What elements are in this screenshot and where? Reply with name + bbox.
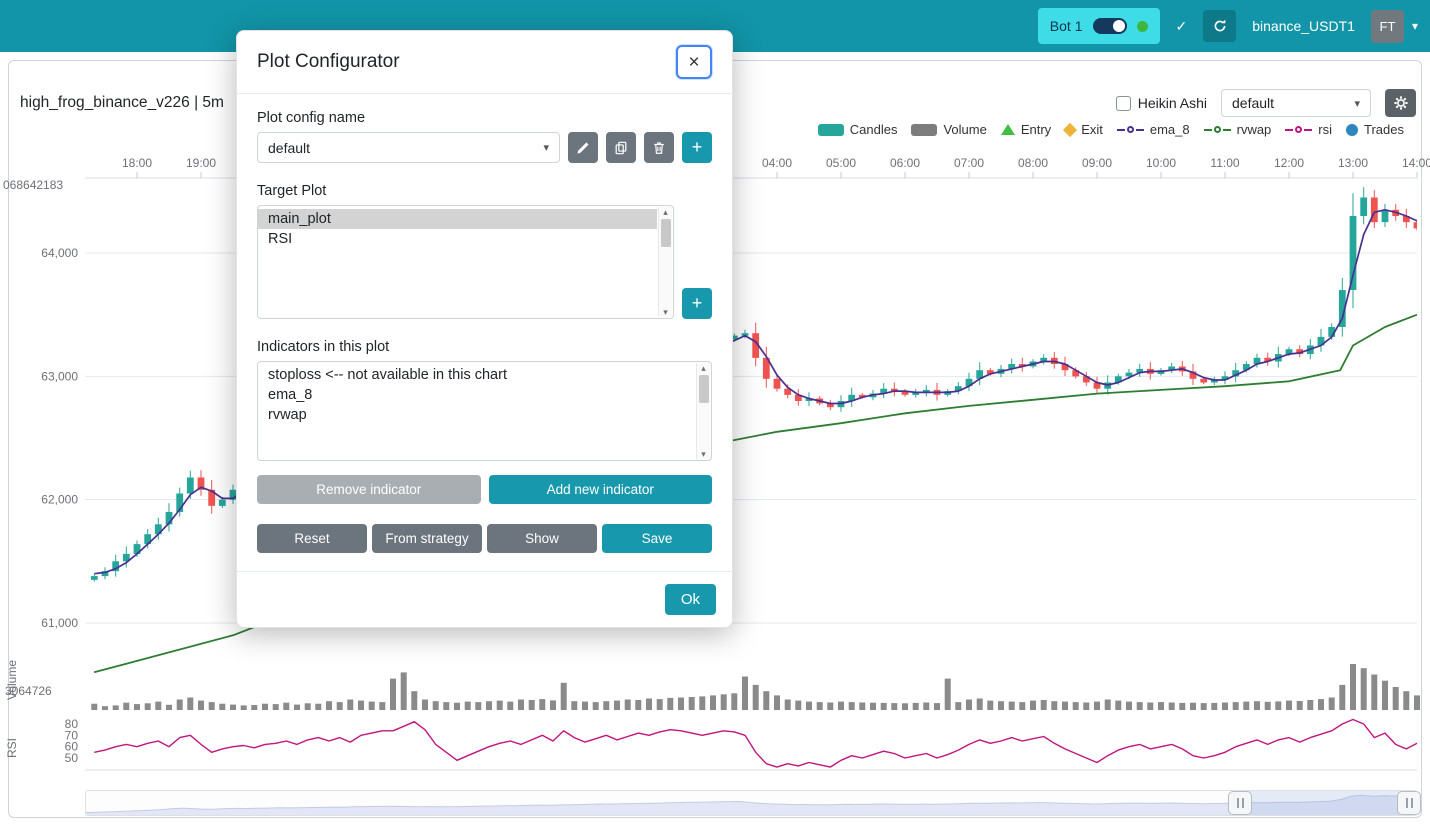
plot-config-name-label: Plot config name <box>257 110 366 126</box>
scroll-down-icon[interactable]: ▾ <box>663 307 668 317</box>
duplicate-config-button[interactable] <box>606 132 636 163</box>
chevron-down-icon: ▾ <box>543 142 549 154</box>
indicator-option-stoploss[interactable]: stoploss <-- not available in this chart <box>268 367 507 383</box>
legend-label: Candles <box>849 122 898 137</box>
legend-item-volume[interactable]: Volume <box>911 122 987 137</box>
rvwap-swatch-icon <box>1203 126 1231 133</box>
legend-label: Volume <box>943 122 987 137</box>
legend-label: Trades <box>1364 122 1404 137</box>
check-icon: ✓ <box>1175 17 1188 34</box>
scroll-up-icon[interactable]: ▴ <box>701 363 706 373</box>
avatar[interactable]: FT <box>1370 9 1404 43</box>
bot-toggle[interactable] <box>1092 18 1127 34</box>
toggle-knob <box>1112 20 1125 32</box>
modal-title: Plot Configurator <box>257 51 400 72</box>
chevron-down-icon[interactable]: ▾ <box>1411 19 1418 33</box>
chart-legend: Candles Volume Entry Exit ema_8 rvwap rsi Trade… <box>817 122 1404 137</box>
bot-name-label: Bot 1 <box>1049 18 1083 34</box>
legend-label: ema_8 <box>1149 122 1190 137</box>
legend-item-trades[interactable]: Trades <box>1346 122 1404 137</box>
show-button[interactable]: Show <box>487 524 597 553</box>
reset-button[interactable]: Reset <box>257 524 367 553</box>
trash-icon <box>654 141 664 154</box>
volume-swatch-icon <box>911 123 938 136</box>
delete-config-button[interactable] <box>644 132 674 163</box>
rsi-swatch-icon <box>1285 126 1313 133</box>
plot-config-name-select-value: default <box>268 139 311 156</box>
legend-item-entry[interactable]: Entry <box>1000 122 1052 137</box>
legend-item-rvwap[interactable]: rvwap <box>1203 122 1272 137</box>
heikin-ashi-checkbox[interactable] <box>1115 95 1131 111</box>
exit-swatch-icon <box>1063 122 1078 137</box>
chevron-down-icon: ▾ <box>1354 97 1360 110</box>
modal-header: Plot Configurator × <box>237 31 732 94</box>
pair-label: binance_USDT1 <box>1252 18 1355 34</box>
datazoom-window[interactable] <box>1240 791 1409 815</box>
modal-body: Plot config name default ▾ <box>237 94 732 571</box>
indicator-option-ema-8[interactable]: ema_8 <box>268 387 313 403</box>
scroll-up-icon[interactable]: ▴ <box>663 207 668 217</box>
save-button[interactable]: Save <box>602 524 712 553</box>
target-plot-label: Target Plot <box>257 183 327 199</box>
datazoom-shadow <box>86 794 1416 815</box>
legend-item-rsi[interactable]: rsi <box>1285 122 1332 137</box>
ok-button[interactable]: Ok <box>664 584 716 615</box>
indicators-label: Indicators in this plot <box>257 339 390 355</box>
chart-title: high_frog_binance_v226 | 5m <box>20 94 224 111</box>
ema_8-swatch-icon <box>1116 126 1144 133</box>
legend-label: rvwap <box>1236 122 1272 137</box>
edit-config-button[interactable] <box>568 132 598 163</box>
legend-label: rsi <box>1318 122 1333 137</box>
heikin-ashi-toggle[interactable]: Heikin Ashi <box>1115 95 1207 111</box>
remove-indicator-button[interactable]: Remove indicator <box>257 475 481 504</box>
bot-selector[interactable]: Bot 1 <box>1037 8 1160 44</box>
scrollbar[interactable]: ▴ ▾ <box>696 363 710 459</box>
add-config-button[interactable]: + <box>682 132 712 163</box>
plot-configurator-modal: Plot Configurator × Plot config name def… <box>236 30 733 628</box>
refresh-button[interactable] <box>1203 10 1237 42</box>
trades-swatch-icon <box>1346 123 1359 136</box>
plot-config-header-select-value: default <box>1232 95 1275 111</box>
close-button[interactable]: × <box>676 45 712 79</box>
refresh-icon <box>1214 19 1226 32</box>
heikin-ashi-label: Heikin Ashi <box>1137 95 1207 111</box>
chart-controls: Heikin Ashi default ▾ <box>1115 89 1416 117</box>
target-plot-listbox[interactable]: main_plot RSI ▴ ▾ <box>257 205 674 319</box>
indicator-option-rvwap[interactable]: rvwap <box>268 407 307 423</box>
target-plot-option-main-plot[interactable]: main_plot <box>258 209 657 229</box>
modal-footer: Ok <box>237 571 732 627</box>
target-plot-option-rsi[interactable]: RSI <box>268 231 293 247</box>
legend-item-ema-8[interactable]: ema_8 <box>1116 122 1190 137</box>
add-target-plot-button[interactable]: + <box>682 288 712 319</box>
plot-config-name-select[interactable]: default ▾ <box>257 132 560 163</box>
pencil-icon <box>577 141 589 154</box>
legend-item-exit[interactable]: Exit <box>1063 122 1103 137</box>
entry-swatch-icon <box>1000 124 1015 135</box>
gear-icon <box>1393 96 1408 110</box>
scrollbar[interactable]: ▴ ▾ <box>658 207 672 317</box>
scroll-down-icon[interactable]: ▾ <box>701 449 706 459</box>
scrollbar-thumb[interactable] <box>660 219 671 247</box>
copy-icon <box>615 141 627 154</box>
bot-online-dot <box>1136 20 1148 32</box>
add-new-indicator-button[interactable]: Add new indicator <box>488 475 712 504</box>
legend-label: Exit <box>1081 122 1103 137</box>
datazoom-right-handle[interactable] <box>1397 791 1421 815</box>
scrollbar-thumb[interactable] <box>698 375 709 403</box>
plot-settings-button[interactable] <box>1385 89 1416 117</box>
datazoom-slider[interactable] <box>85 790 1421 816</box>
candles-swatch-icon <box>817 123 844 136</box>
plot-config-header-select[interactable]: default ▾ <box>1221 89 1371 117</box>
datazoom-left-handle[interactable] <box>1228 791 1252 815</box>
legend-label: Entry <box>1020 122 1052 137</box>
indicators-listbox[interactable]: stoploss <-- not available in this chart… <box>257 361 712 461</box>
from-strategy-button[interactable]: From strategy <box>372 524 482 553</box>
legend-item-candles[interactable]: Candles <box>817 122 898 137</box>
